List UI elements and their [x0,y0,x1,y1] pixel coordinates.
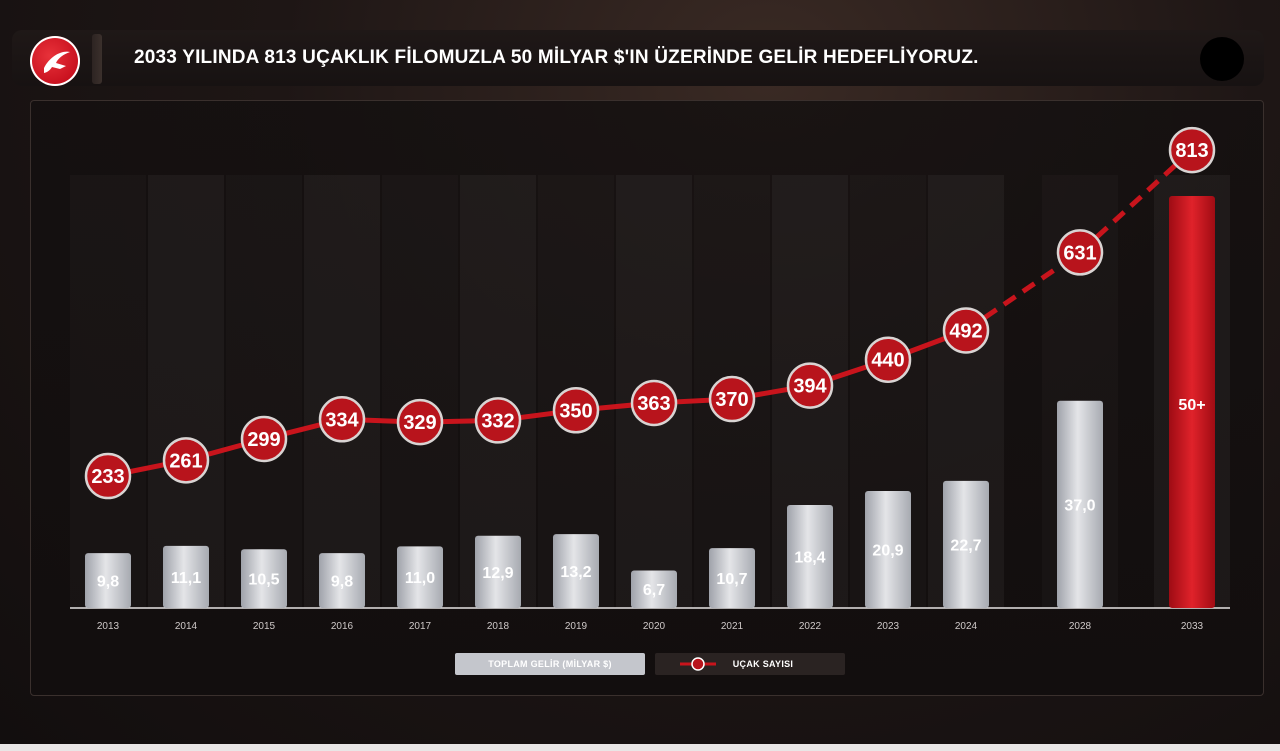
legend-revenue-swatch [455,653,645,675]
revenue-bar-2019 [553,534,599,608]
aircraft-label-2019: 350 [559,400,592,422]
aircraft-label-2024: 492 [949,320,982,342]
bottom-strip [0,744,1280,751]
aircraft-label-2021: 370 [715,389,748,411]
revenue-bar-2021 [709,548,755,608]
revenue-bar-2014 [163,545,209,608]
aircraft-marker-2021 [708,375,756,423]
revenue-label-2020: 6,7 [643,582,665,599]
aircraft-markers: 233 261 299 334 329 332 350 363 370 394 440 492 631 8… [84,126,1216,500]
x-tick-2033: 2033 [1181,621,1204,632]
revenue-bars: 9,8 11,1 10,5 9,8 11,0 12,9 13,2 6,7 10,7 18,4 20,… [85,196,1215,608]
aircraft-marker-2019 [552,387,600,434]
column-bg-2014 [148,175,224,608]
legend: TOPLAM GELİR (MİLYAR $) UÇAK SAYISI [455,653,845,675]
x-tick-2022: 2022 [799,621,822,632]
revenue-label-2033: 50+ [1178,397,1205,414]
aircraft-marker-2015 [240,415,288,463]
aircraft-marker-2020 [630,379,678,427]
aircraft-marker-2018 [474,397,522,444]
aircraft-marker-2016 [318,396,366,443]
x-tick-2018: 2018 [487,621,510,632]
aircraft-label-2017: 329 [403,412,436,434]
column-bg-2017 [382,175,458,608]
aircraft-label-2014: 261 [169,450,202,472]
x-tick-2021: 2021 [721,621,744,632]
column-bg-2016 [304,175,380,608]
x-tick-2028: 2028 [1069,621,1092,632]
aircraft-label-2028: 631 [1063,242,1096,264]
revenue-label-2021: 10,7 [716,571,747,588]
aircraft-marker-2023 [864,336,912,383]
aircraft-marker-2024 [942,307,990,354]
aircraft-label-2022: 394 [793,376,827,398]
revenue-bar-2024 [943,480,989,608]
revenue-label-2023: 20,9 [872,542,903,559]
aircraft-label-2016: 334 [325,409,359,431]
revenue-label-2013: 9,8 [97,574,119,591]
aircraft-label-2015: 299 [247,429,280,451]
revenue-bar-2022 [787,504,833,608]
airline-logo [30,36,80,86]
x-tick-labels: 2013 2014 2015 2016 2017 2018 2019 2020 2021 2022… [97,621,1204,632]
aircraft-label-2013: 233 [91,466,124,488]
legend-aircraft-swatch [655,653,845,675]
revenue-bar-2013 [85,553,131,608]
x-tick-2013: 2013 [97,621,120,632]
x-tick-2019: 2019 [565,621,588,632]
column-bg-2013 [70,175,146,608]
legend-aircraft-marker [691,657,705,671]
revenue-label-2017: 11,0 [405,570,435,587]
revenue-bar-2020 [631,570,677,608]
aircraft-label-2018: 332 [481,410,514,432]
aircraft-label-2023: 440 [871,350,904,372]
revenue-bar-2017 [397,546,443,608]
revenue-label-2024: 22,7 [950,537,981,554]
revenue-label-2019: 13,2 [560,564,591,581]
page-title: 2033 YILINDA 813 UÇAKLIK FİLOMUZLA 50 Mİ… [134,47,979,68]
column-bg-2015 [226,175,302,608]
x-tick-2015: 2015 [253,621,276,632]
aircraft-marker-2028 [1056,229,1104,276]
header-bar [12,30,1264,86]
aircraft-marker-2017 [396,398,444,446]
aircraft-marker-2014 [162,437,210,484]
revenue-bar-2016 [319,553,365,608]
x-tick-2020: 2020 [643,621,666,632]
revenue-label-2014: 11,1 [171,570,201,587]
aircraft-label-2020: 363 [637,393,670,415]
revenue-bar-2023 [865,490,911,608]
revenue-bar-2015 [241,549,287,608]
header-divider [92,34,102,84]
revenue-label-2028: 37,0 [1064,497,1095,514]
x-tick-2016: 2016 [331,621,354,632]
x-tick-2017: 2017 [409,621,432,632]
aircraft-marker-2022 [786,362,834,409]
revenue-label-2016: 9,8 [331,574,353,591]
revenue-bar-2033 [1169,196,1215,608]
revenue-label-2022: 18,4 [794,549,825,566]
legend-aircraft-label: UÇAK SAYISI [733,659,793,669]
legend-revenue-label: TOPLAM GELİR (MİLYAR $) [488,659,612,669]
revenue-label-2018: 12,9 [482,565,513,582]
aircraft-marker-2013 [84,452,132,500]
corner-dot [1200,37,1244,81]
revenue-label-2015: 10,5 [248,572,279,589]
x-tick-2014: 2014 [175,621,198,632]
aircraft-label-2033: 813 [1175,140,1208,162]
aircraft-marker-2033 [1168,126,1216,174]
x-tick-2024: 2024 [955,621,978,632]
revenue-bar-2018 [475,535,521,608]
revenue-bar-2028 [1057,400,1103,608]
x-tick-2023: 2023 [877,621,900,632]
